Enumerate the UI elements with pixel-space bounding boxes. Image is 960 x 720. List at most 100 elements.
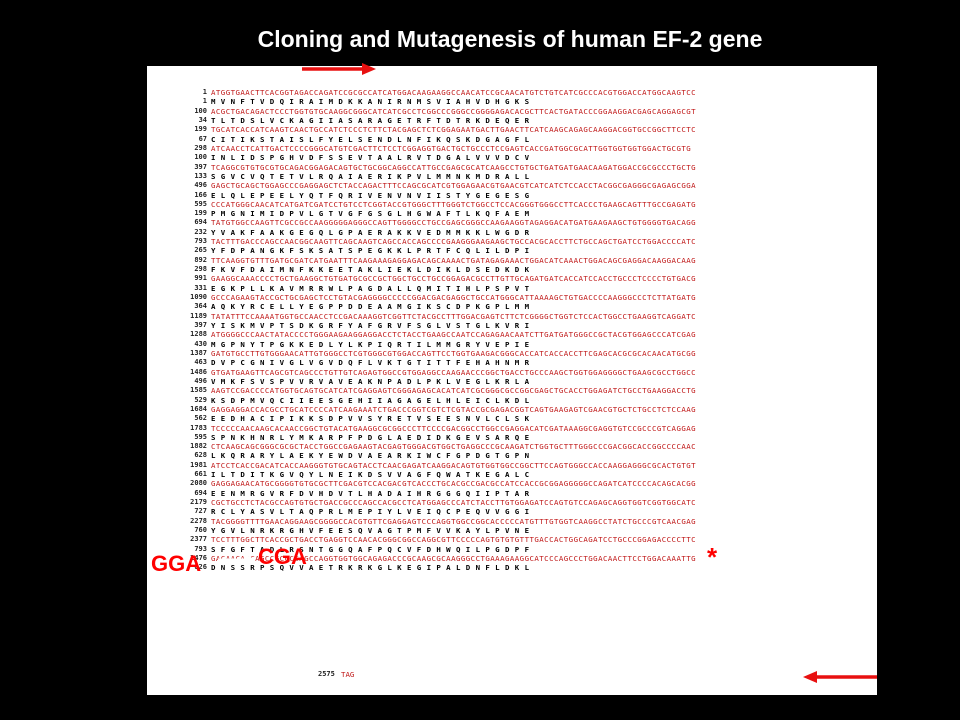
nucleotide-position: 1783 <box>190 423 207 432</box>
page-title: Cloning and Mutagenesis of human EF-2 ge… <box>257 26 763 52</box>
sequence-row: 2179 CGCTGCCTCTACGCCAGTGTGCTGACCGCCCAGCCA… <box>181 498 871 517</box>
dna-sequence: ATGGTGAACTTCACGGTAGACCAGATCCGCGCCATCATGG… <box>211 88 697 97</box>
sequence-row: 298 ATCAACCTCATTGACTCCCCGGGCATGTCGACTTCTC… <box>181 144 871 163</box>
sequence-panel <box>147 66 877 695</box>
dna-sequence: CTCAAGCAGCGGGCGCGCTACCTGGCCGAGAAGTACGAGT… <box>211 442 697 452</box>
mutant-amino-acid-label: Arg <box>261 580 298 603</box>
residue-position: 562 <box>194 414 207 423</box>
dna-sequence: CGCTGCCTCTACGCCAGTGTGCTGACCGCCCAGCCACGCC… <box>211 498 697 508</box>
residue-position: 166 <box>194 190 207 199</box>
residue-position: 199 <box>194 209 207 218</box>
amino-acid-sequence: M G P N Y T P G K K E D L Y L K P I Q R … <box>211 339 530 349</box>
nucleotide-position: 1 <box>202 88 207 96</box>
sequence-row: 2080 GAGGAGAACATGCGGGGTGTGCGCTTCGACGTCCAC… <box>181 479 871 498</box>
residue-position: 397 <box>194 320 207 329</box>
original-amino-acid-label: Gly <box>165 584 199 607</box>
residue-position: 463 <box>194 358 207 367</box>
dna-sequence: TATGTGGCCAAGTTCGCCGCCAAGGGGGAGGGCCAGTTGG… <box>211 218 697 228</box>
residue-position: 595 <box>194 432 207 441</box>
amino-acid-sequence: A Q K Y R C E L L Y E G P P D D E A A M … <box>211 302 530 312</box>
amino-acid-sequence: Y F D P A N G K F S K S A T S P E G K K … <box>211 246 530 256</box>
end-arrow-icon <box>803 671 877 683</box>
dna-sequence: GAAGGCAAACCCCTGCTGAAGGCTGTGATGCGCCGCTGGC… <box>211 274 697 284</box>
sequence-row: 1981 ATCCTCACCGACATCACCAAGGGTGTGCAGTACCTC… <box>181 461 871 480</box>
amino-acid-sequence: S P N K H N R L Y M K A R P F P D G L A … <box>211 432 530 442</box>
dna-sequence: GAGGAGGACCACGCCTGCATCCCCATCAAGAAATCTGACC… <box>211 404 697 414</box>
amino-acid-sequence: D V P C G N I V G L V G V D Q F L V K T … <box>211 358 530 368</box>
amino-acid-sequence: S F G F T A D L R S N T G G Q A F P Q C … <box>211 544 530 554</box>
nucleotide-position: 2377 <box>190 535 207 544</box>
sequence-row: 1585 AAGTCCGACCCCATGGTGCAGTGCATCATCGAGGAG… <box>181 386 871 405</box>
sequence-row: 199 TGCATCACCATCAAGTCAACTGCCATCTCCCTCTTCT… <box>181 125 871 144</box>
nucleotide-position: 595 <box>194 199 207 208</box>
sequence-row: 1387 GATGTGCCTTGTGGGAACATTGTGGGCCTCGTGGGC… <box>181 349 871 368</box>
start-arrow-icon <box>302 63 376 75</box>
residue-position: 760 <box>194 526 207 535</box>
residue-position: 727 <box>194 507 207 516</box>
nucleotide-position: 2476 <box>190 554 207 563</box>
residue-position: 430 <box>194 339 207 348</box>
sequence-listing: 1 ATGGTGAACTTCACGGTAGACCAGATCCGCGCCATCATG… <box>181 88 871 573</box>
sequence-row: 1189 TATATTTCCAAAATGGTGCCAACCTCCGACAAAGGT… <box>181 312 871 331</box>
residue-position: 67 <box>198 134 207 143</box>
amino-acid-sequence: M V N F T V D Q I R A I M D K K A N I R … <box>211 97 530 107</box>
residue-position: 529 <box>194 395 207 404</box>
nucleotide-position: 1684 <box>190 404 207 413</box>
amino-acid-sequence: Y G V L N R K R G H V F E E S Q V A G T … <box>211 526 530 536</box>
residue-position: 496 <box>194 376 207 385</box>
residue-position: 265 <box>194 246 207 255</box>
nucleotide-position: 2080 <box>190 479 207 488</box>
nucleotide-position: 1981 <box>190 460 207 469</box>
amino-acid-sequence: C I T I K S T A I S L F Y E L S E N D L … <box>211 134 530 144</box>
dna-sequence: ATCCTCACCGACATCACCAAGGGTGTGCAGTACCTCAACG… <box>211 460 697 470</box>
amino-acid-sequence: R C L Y A S V L T A Q P R L M E P I Y L … <box>211 507 530 517</box>
residue-position: 133 <box>194 171 207 180</box>
residue-position: 298 <box>194 265 207 274</box>
amino-acid-sequence: I L T D I T K G V Q Y L N E I K D S V V … <box>211 470 530 480</box>
nucleotide-position: 1387 <box>190 348 207 357</box>
amino-acid-sequence: K S D P M V Q C I I E E S G E H I I A G … <box>211 395 530 405</box>
original-codon-label: GGA <box>151 551 202 576</box>
sequence-row: 2278 TACGGGGTTTTGAACAGGAAGCGGGGCCACGTGTTC… <box>181 517 871 536</box>
mutation-arrow-icon <box>218 554 256 566</box>
sequence-row: 1684 GAGGAGGACCACGCCTGCATCCCCATCAAGAAATCT… <box>181 405 871 424</box>
sequence-row: 496 GAGCTGCAGCTGGAGCCCGAGGAGCTCTACCAGACTT… <box>181 181 871 200</box>
dna-sequence: TACTTTGACCCAGCCAACGGCAAGTTCAGCAAGTCAGCCA… <box>211 237 697 247</box>
amino-acid-sequence: L K Q R A R Y L A E K Y E W D V A E A R … <box>211 451 530 461</box>
dna-sequence: GAGGAGAACATGCGGGGTGTGCGCTTCGACGTCCACGACG… <box>211 479 697 489</box>
nucleotide-position: 1486 <box>190 367 207 376</box>
amino-acid-sequence: E E N M R G V R F D V H D V T L H A D A … <box>211 488 530 498</box>
dna-sequence: TCAGGCGTGTGCGTGCAGACGGAGACAGTGCTGCGGCAGG… <box>211 162 697 172</box>
sequence-row: 1288 ATGGGGCCCAACTATACCCCTGGGAAGAAGGAGGAC… <box>181 330 871 349</box>
amino-acid-sequence: I N L I D S P G H V D F S S E V T A A L … <box>211 153 530 163</box>
residue-position: 694 <box>194 488 207 497</box>
sequence-row: 1882 CTCAAGCAGCGGGCGCGCTACCTGGCCGAGAAGTAC… <box>181 442 871 461</box>
dna-sequence: TACGGGGTTTTGAACAGGAAGCGGGGCCACGTGTTCGAGG… <box>211 516 697 526</box>
dna-sequence: GATGTGCCTTGTGGGAACATTGTGGGCCTCGTGGGCGTGG… <box>211 348 697 358</box>
amino-acid-sequence: Y I S K M V P T S D K G R F Y A F G R V … <box>211 320 530 330</box>
mutation-marker: * <box>707 542 718 572</box>
residue-position: 232 <box>194 227 207 236</box>
amino-acid-sequence: Y V A K F A A K G E G Q L G P A E R A K … <box>211 227 530 237</box>
dna-sequence: TTCAAGGTGTTTGATGCGATCATGAATTTCAAGAAAGAGG… <box>211 255 697 265</box>
residue-position: 826 <box>194 563 207 572</box>
nucleotide-position: 892 <box>194 255 207 264</box>
sequence-row: 397 TCAGGCGTGTGCGTGCAGACGGAGACAGTGCTGCGGC… <box>181 163 871 182</box>
residue-position: 34 <box>198 115 207 124</box>
amino-acid-sequence: D N S S R P S Q V V A E T R K R K G L K … <box>211 563 530 573</box>
amino-acid-sequence: E E D H A C I P I K K S D P V V S Y R E … <box>211 414 530 424</box>
dna-sequence: GCCCAGAAGTACCGCTGCGAGCTCCTGTACGAGGGGCCCC… <box>211 293 697 303</box>
amino-acid-sequence: E G K P L L K A V M R R W L P A G D A L … <box>211 283 530 293</box>
nucleotide-position: 199 <box>194 125 207 134</box>
residue-position: 364 <box>194 302 207 311</box>
sequence-row: 100 ACGCTGACAGACTCCCTGGTGTGCAAGGCGGGCATCA… <box>181 107 871 126</box>
residue-position: 1 <box>202 97 207 106</box>
dna-sequence: TGCATCACCATCAAGTCAACTGCCATCTCCCTCTTCTACG… <box>211 125 697 135</box>
sequence-row: 793 TACTTTGACCCAGCCAACGGCAAGTTCAGCAAGTCAG… <box>181 237 871 256</box>
nucleotide-position: 991 <box>194 274 207 283</box>
nucleotide-position: 793 <box>194 237 207 246</box>
sequence-row: 694 TATGTGGCCAAGTTCGCCGCCAAGGGGGAGGGCCAGT… <box>181 218 871 237</box>
residue-position: 331 <box>194 283 207 292</box>
amino-acid-sequence: V M K F S V S P V V R V A V E A K N P A … <box>211 376 530 386</box>
amino-acid-sequence: S G V C V Q T E T V L R Q A I A E R I K … <box>211 171 530 181</box>
